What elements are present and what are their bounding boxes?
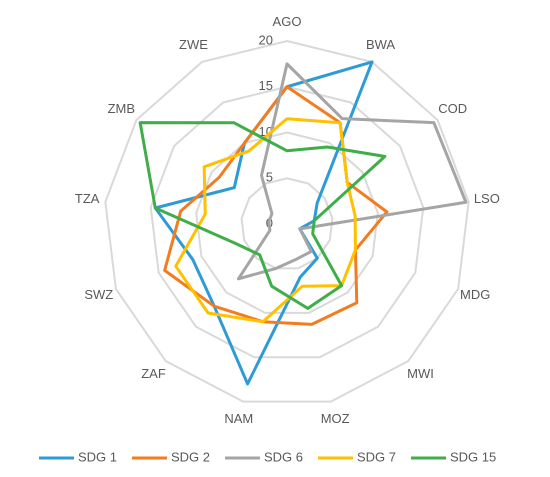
r-tick-label: 5 — [266, 170, 273, 185]
legend-label: SDG 6 — [264, 449, 303, 464]
category-label: AGO — [273, 14, 302, 29]
category-label: LSO — [474, 191, 500, 206]
category-label: MWI — [407, 366, 434, 381]
grid-ring — [104, 39, 470, 403]
category-label: MDG — [460, 287, 490, 302]
category-label: NAM — [224, 411, 253, 426]
grid-ring — [149, 85, 425, 359]
r-tick-label: 20 — [259, 32, 273, 47]
category-label: MOZ — [321, 411, 350, 426]
legend-label: SDG 1 — [78, 449, 117, 464]
legend-label: SDG 2 — [171, 449, 210, 464]
category-label: SWZ — [84, 287, 113, 302]
series-line — [153, 60, 374, 386]
category-label: ZMB — [108, 101, 135, 116]
category-label: BWA — [366, 37, 395, 52]
series-line — [236, 62, 468, 281]
series-line — [138, 121, 387, 310]
category-label: ZAF — [141, 366, 166, 381]
r-tick-label: 15 — [259, 78, 273, 93]
grid-ring — [240, 177, 334, 270]
category-label: TZA — [75, 191, 100, 206]
category-label: ZWE — [179, 37, 208, 52]
legend-label: SDG 7 — [357, 449, 396, 464]
category-label: COD — [438, 101, 467, 116]
series-line — [163, 85, 389, 326]
grid-ring — [195, 131, 379, 314]
legend-label: SDG 15 — [450, 449, 496, 464]
